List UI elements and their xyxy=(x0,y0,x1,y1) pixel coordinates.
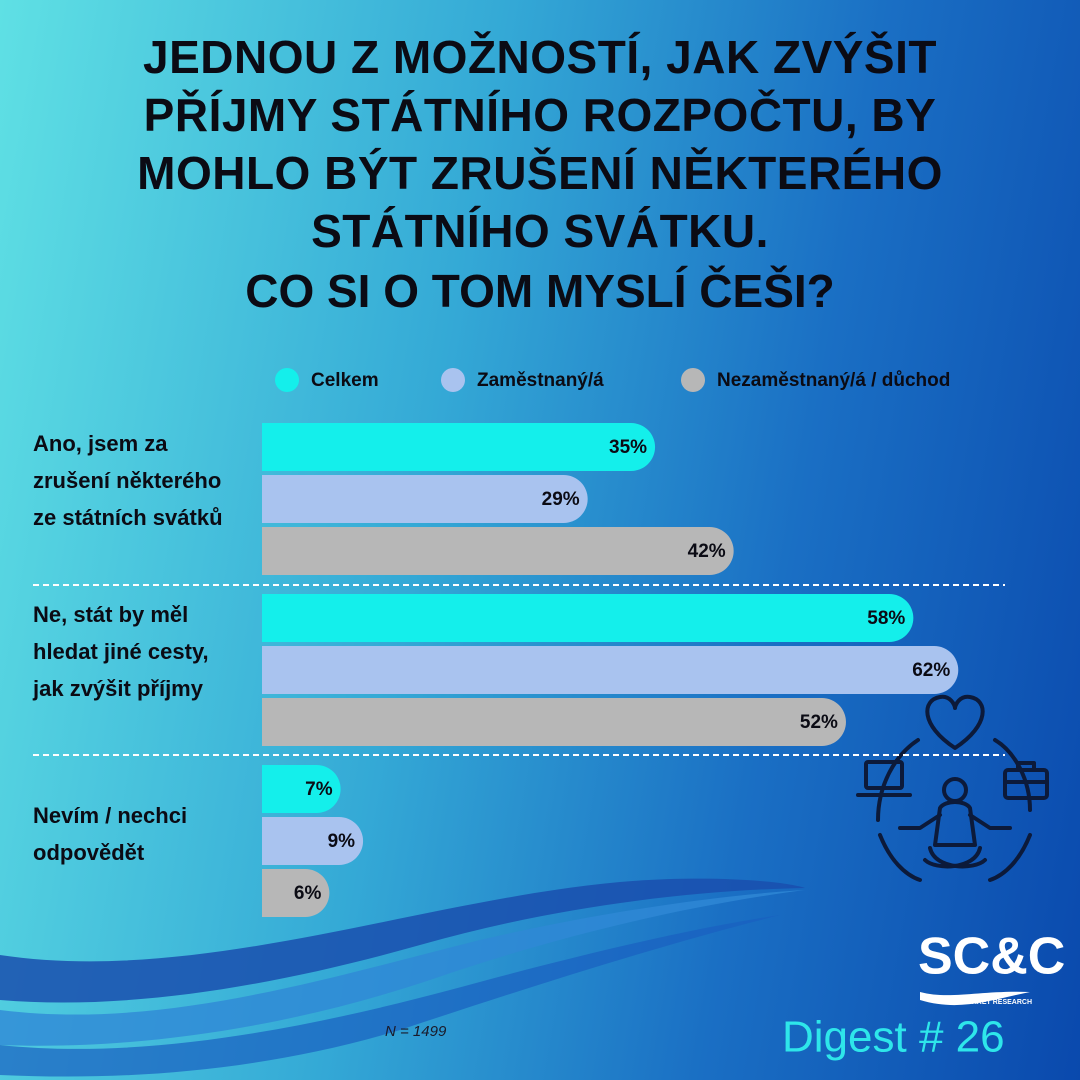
value-label: 7% xyxy=(305,779,333,800)
value-label: 6% xyxy=(294,883,322,904)
wave xyxy=(0,878,805,1003)
edition: Digest # 26 xyxy=(782,1013,1005,1062)
bar xyxy=(262,423,656,471)
legend-label: Zaměstnaný/á xyxy=(477,370,604,391)
value-label: 35% xyxy=(609,437,647,458)
icon xyxy=(856,694,1049,882)
logo-swoosh xyxy=(920,991,1030,1006)
value-label: 62% xyxy=(912,660,950,681)
legend-swatch xyxy=(275,368,299,392)
bar xyxy=(262,594,914,642)
bar xyxy=(262,869,330,917)
category-label: Ne, stát by měl hledat jiné cesty, jak z… xyxy=(33,602,209,701)
wave xyxy=(0,915,780,1077)
chart-subtitle: CO SI O TOM MYSLÍ ČEŠI? xyxy=(245,265,835,317)
bar xyxy=(262,646,959,694)
value-label: 42% xyxy=(688,541,726,562)
value-label: 58% xyxy=(867,608,905,629)
category-label: Ano, jsem za zrušení některého ze státní… xyxy=(33,431,223,530)
wave xyxy=(0,890,805,1046)
bar xyxy=(262,698,846,746)
footnote: N = 1499 xyxy=(385,1023,447,1040)
legend-swatch xyxy=(441,368,465,392)
legend-swatch xyxy=(681,368,705,392)
bar xyxy=(262,475,588,523)
value-label: 9% xyxy=(328,831,356,852)
logo: SC&C xyxy=(918,928,1065,986)
legend-label: Celkem xyxy=(311,370,379,391)
category-label: Nevím / nechci odpovědět xyxy=(33,803,188,865)
value-label: 29% xyxy=(542,489,580,510)
logo-tagline: MARKET RESEARCH xyxy=(961,999,1032,1006)
bar xyxy=(262,527,734,575)
bar xyxy=(262,817,364,865)
legend-label: Nezaměstnaný/á / důchod xyxy=(717,370,950,391)
bar xyxy=(262,765,341,813)
chart-title: JEDNOU Z MOŽNOSTÍ, JAK ZVÝŠIT PŘÍJMY STÁ… xyxy=(137,31,943,257)
value-label: 52% xyxy=(800,712,838,733)
